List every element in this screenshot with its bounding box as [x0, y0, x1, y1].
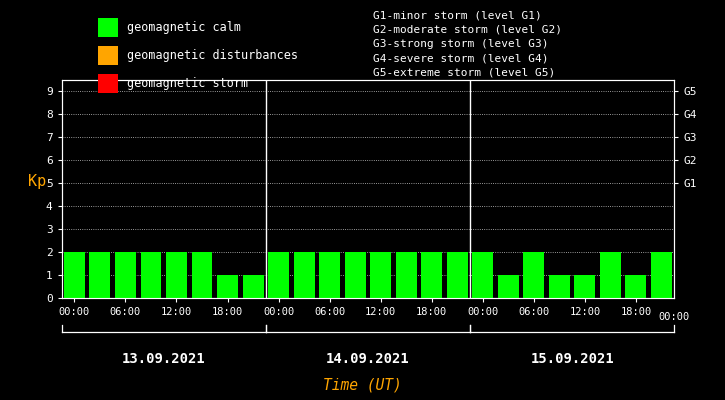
Bar [447, 252, 468, 298]
Bar [370, 252, 392, 298]
Bar [498, 275, 519, 298]
Bar [141, 252, 162, 298]
Bar [243, 275, 263, 298]
Y-axis label: Kp: Kp [28, 174, 46, 189]
Text: geomagnetic storm: geomagnetic storm [127, 77, 248, 90]
Bar [344, 252, 365, 298]
Text: 15.09.2021: 15.09.2021 [530, 352, 614, 366]
Bar [89, 252, 110, 298]
Bar [523, 252, 544, 298]
Bar [626, 275, 647, 298]
Bar [421, 252, 442, 298]
Text: geomagnetic disturbances: geomagnetic disturbances [127, 49, 298, 62]
Bar [217, 275, 238, 298]
Bar [396, 252, 417, 298]
Bar [319, 252, 340, 298]
Text: 00:00: 00:00 [658, 312, 690, 322]
Text: G1-minor storm (level G1)
G2-moderate storm (level G2)
G3-strong storm (level G3: G1-minor storm (level G1) G2-moderate st… [373, 10, 563, 78]
Bar [549, 275, 570, 298]
Bar [268, 252, 289, 298]
Text: geomagnetic calm: geomagnetic calm [127, 21, 241, 34]
Bar [191, 252, 212, 298]
Bar [473, 252, 493, 298]
Text: Time (UT): Time (UT) [323, 378, 402, 393]
Text: 13.09.2021: 13.09.2021 [122, 352, 206, 366]
Bar [166, 252, 187, 298]
Bar [115, 252, 136, 298]
Bar [64, 252, 85, 298]
Text: 14.09.2021: 14.09.2021 [326, 352, 410, 366]
Bar [574, 275, 595, 298]
Bar [294, 252, 315, 298]
Bar [651, 252, 672, 298]
Bar [600, 252, 621, 298]
